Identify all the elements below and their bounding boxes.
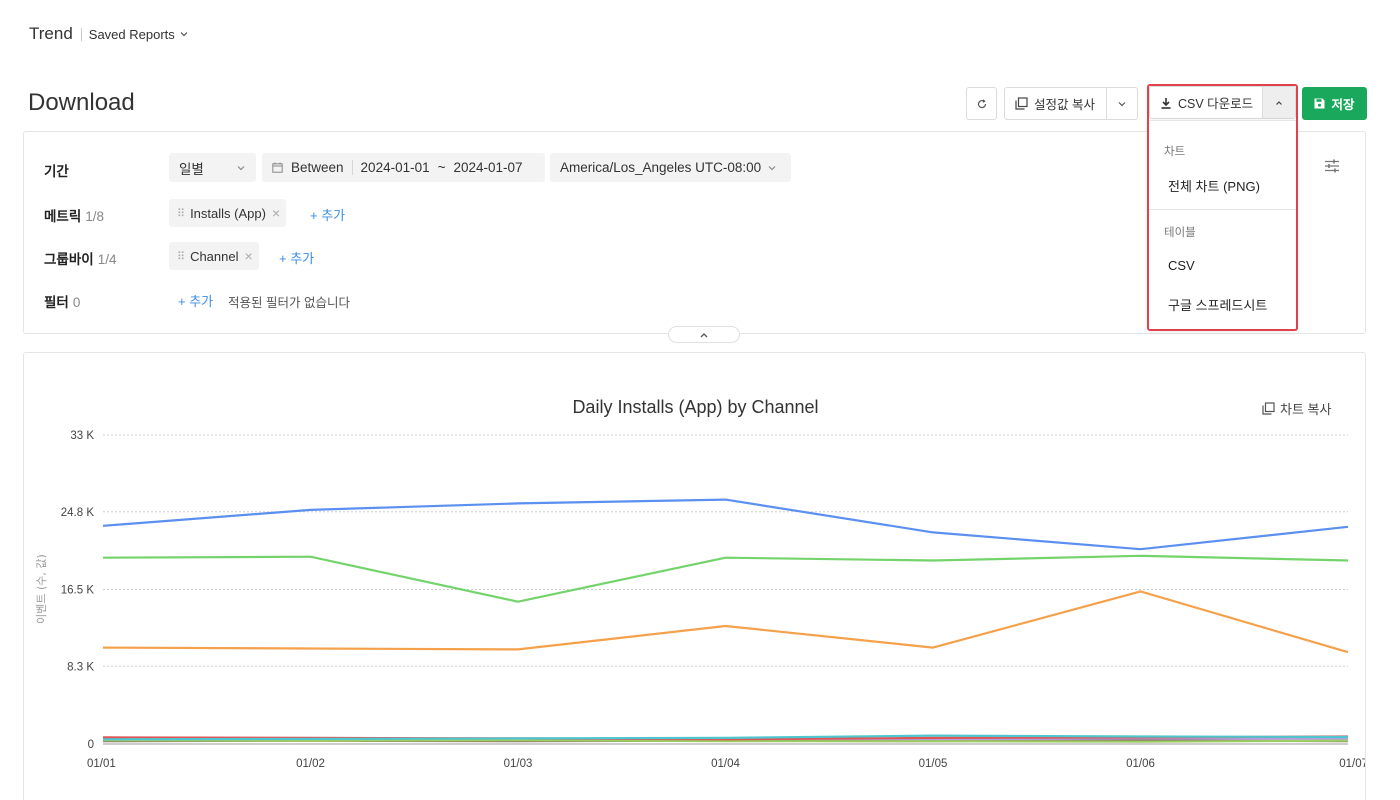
x-tick-label: 01/07 bbox=[1339, 758, 1365, 770]
split-divider bbox=[1106, 88, 1107, 119]
copy-settings-label: 설정값 복사 bbox=[1034, 98, 1095, 112]
series-line bbox=[102, 734, 1349, 741]
series-line bbox=[102, 554, 1349, 603]
filter-count: 0 bbox=[72, 295, 81, 310]
menu-item-google-sheets[interactable]: 구글 스프레드시트 bbox=[1168, 298, 1268, 313]
y-axis-label: 이벤트 (수, 값) bbox=[35, 554, 48, 624]
chevron-down-icon bbox=[237, 165, 245, 170]
y-tick-label: 24.8 K bbox=[61, 507, 95, 519]
copy-settings-menu-toggle[interactable] bbox=[1106, 88, 1138, 119]
drag-handle-icon[interactable]: ⠿ bbox=[177, 250, 185, 263]
metric-label-text: 메트릭 bbox=[44, 209, 82, 224]
copy-chart-button[interactable]: 차트 복사 bbox=[1262, 399, 1331, 418]
chart-panel: Daily Installs (App) by Channel 차트 복사 0 8… bbox=[23, 352, 1366, 800]
saved-reports-label: Saved Reports bbox=[88, 26, 175, 42]
granularity-select[interactable]: 일별 bbox=[169, 153, 256, 182]
calendar-icon bbox=[272, 162, 283, 173]
date-end: 2024-01-07 bbox=[453, 160, 523, 175]
page-title: Download bbox=[28, 89, 135, 116]
csv-download-menu: 차트 전체 차트 (PNG) 테이블 CSV 구글 스프레드시트 bbox=[1149, 120, 1296, 329]
date-tilde: ~ bbox=[437, 160, 446, 175]
remove-icon[interactable]: × bbox=[244, 248, 253, 264]
chart-title: Daily Installs (App) by Channel bbox=[572, 397, 819, 417]
menu-divider bbox=[1149, 209, 1296, 210]
copy-chart-label: 차트 복사 bbox=[1280, 402, 1332, 417]
copy-icon bbox=[1015, 97, 1028, 110]
x-tick-label: 01/04 bbox=[711, 758, 740, 770]
chevron-down-icon bbox=[180, 32, 188, 37]
add-groupby-button[interactable]: + 추가 bbox=[279, 251, 315, 266]
sliders-icon[interactable] bbox=[1324, 158, 1340, 174]
filter-label-text: 필터 bbox=[44, 295, 69, 310]
floppy-icon bbox=[1314, 98, 1325, 109]
line-chart: 0 8.3 K 16.5 K 24.8 K 33 K 01/01 01/02 01/03 01/… bbox=[35, 430, 1365, 770]
metric-chip-label: Installs (App) bbox=[190, 205, 266, 221]
date-start: 2024-01-01 bbox=[360, 160, 430, 175]
collapse-panel-button[interactable] bbox=[668, 326, 740, 343]
granularity-value: 일별 bbox=[179, 161, 204, 177]
x-tick-label: 01/06 bbox=[1126, 758, 1155, 770]
remove-icon[interactable]: × bbox=[271, 205, 281, 221]
groupby-count: 1/4 bbox=[97, 252, 117, 267]
timezone-value: America/Los_Angeles UTC-08:00 bbox=[560, 160, 762, 175]
timezone-select[interactable]: America/Los_Angeles UTC-08:00 bbox=[550, 153, 791, 182]
period-label-text: 기간 bbox=[44, 164, 69, 179]
top-bar: Trend Saved Reports bbox=[29, 24, 189, 44]
saved-reports-dropdown[interactable]: Saved Reports bbox=[89, 27, 189, 42]
drag-handle-icon[interactable]: ⠿ bbox=[177, 207, 185, 220]
x-tick-label: 01/01 bbox=[87, 758, 116, 770]
metric-count: 1/8 bbox=[85, 209, 105, 224]
y-tick-label: 16.5 K bbox=[61, 585, 95, 597]
x-tick-label: 01/03 bbox=[504, 758, 533, 770]
copy-settings-button[interactable]: 설정값 복사 bbox=[1004, 87, 1138, 120]
y-tick-label: 33 K bbox=[70, 430, 94, 442]
metric-chip[interactable]: ⠿ Installs (App) × bbox=[169, 199, 287, 227]
top-bar-divider bbox=[80, 27, 82, 41]
y-tick-label: 8.3 K bbox=[67, 661, 94, 673]
no-filters-text: 적용된 필터가 없습니다 bbox=[228, 296, 350, 310]
chevron-down-icon bbox=[1118, 101, 1126, 106]
date-mode-divider bbox=[351, 160, 353, 175]
menu-item-full-chart-png[interactable]: 전체 차트 (PNG) bbox=[1168, 179, 1260, 194]
metric-label: 메트릭 1/8 bbox=[44, 205, 104, 225]
add-metric-button[interactable]: + 추가 bbox=[310, 208, 346, 223]
groupby-label-text: 그룹바이 bbox=[44, 252, 94, 267]
refresh-icon bbox=[977, 98, 986, 108]
menu-section-table: 테이블 bbox=[1164, 227, 1196, 239]
menu-section-chart: 차트 bbox=[1164, 146, 1186, 158]
chevron-up-icon bbox=[1276, 100, 1282, 105]
groupby-label: 그룹바이 1/4 bbox=[44, 248, 116, 268]
save-label: 저장 bbox=[1331, 98, 1355, 112]
series-line bbox=[102, 590, 1349, 654]
groupby-chip-label: Channel bbox=[190, 248, 239, 264]
series-line bbox=[102, 739, 1349, 743]
copy-icon bbox=[1262, 402, 1275, 415]
filter-label: 필터 0 bbox=[44, 291, 80, 311]
download-icon bbox=[1161, 97, 1171, 109]
groupby-chip[interactable]: ⠿ Channel × bbox=[169, 242, 259, 270]
chevron-up-icon bbox=[700, 332, 708, 337]
date-range-picker[interactable]: Between 2024-01-01 ~ 2024-01-07 bbox=[262, 153, 545, 182]
series-line bbox=[102, 498, 1349, 551]
csv-download-menu-toggle[interactable] bbox=[1262, 87, 1295, 118]
refresh-button[interactable] bbox=[966, 87, 997, 120]
x-tick-label: 01/05 bbox=[919, 758, 948, 770]
add-filter-button[interactable]: + 추가 bbox=[178, 294, 214, 309]
csv-download-label: CSV 다운로드 bbox=[1178, 97, 1254, 111]
chevron-down-icon bbox=[768, 165, 776, 170]
app-title: Trend bbox=[29, 24, 73, 43]
x-tick-label: 01/02 bbox=[296, 758, 325, 770]
save-button[interactable]: 저장 bbox=[1302, 87, 1367, 120]
date-mode: Between bbox=[291, 160, 344, 175]
menu-item-csv[interactable]: CSV bbox=[1168, 258, 1195, 273]
y-tick-label: 0 bbox=[88, 739, 94, 751]
period-label: 기간 bbox=[44, 160, 69, 180]
query-panel: 기간 일별 Between 2024-01-01 ~ 2024-01-07 Am… bbox=[23, 131, 1366, 334]
csv-download-button[interactable]: CSV 다운로드 bbox=[1149, 86, 1296, 119]
